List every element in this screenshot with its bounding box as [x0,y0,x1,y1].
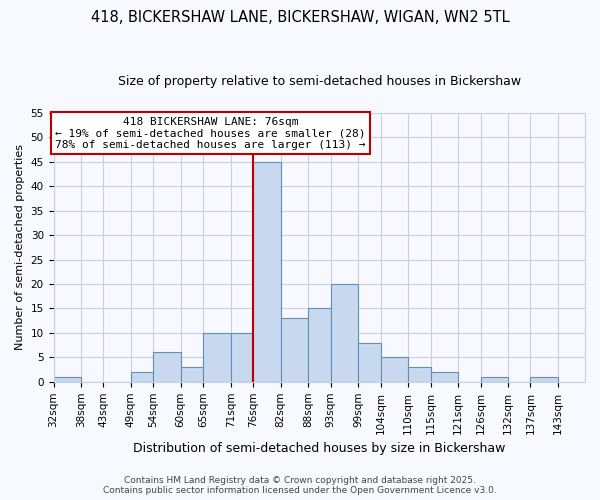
Bar [181,367,203,382]
Text: 418 BICKERSHAW LANE: 76sqm
← 19% of semi-detached houses are smaller (28)
78% of: 418 BICKERSHAW LANE: 76sqm ← 19% of semi… [55,117,365,150]
Bar [408,367,431,382]
Bar [530,377,558,382]
Bar [53,377,81,382]
Bar [253,162,281,382]
Bar [230,333,253,382]
Bar [481,377,508,382]
Bar [281,318,308,382]
Bar [131,372,154,382]
Y-axis label: Number of semi-detached properties: Number of semi-detached properties [15,144,25,350]
Bar [203,333,230,382]
Text: Contains HM Land Registry data © Crown copyright and database right 2025.
Contai: Contains HM Land Registry data © Crown c… [103,476,497,495]
Bar [431,372,458,382]
X-axis label: Distribution of semi-detached houses by size in Bickershaw: Distribution of semi-detached houses by … [133,442,505,455]
Bar [154,352,181,382]
Title: Size of property relative to semi-detached houses in Bickershaw: Size of property relative to semi-detach… [118,75,521,88]
Bar [308,308,331,382]
Bar [358,342,380,382]
Bar [380,358,408,382]
Bar [331,284,358,382]
Text: 418, BICKERSHAW LANE, BICKERSHAW, WIGAN, WN2 5TL: 418, BICKERSHAW LANE, BICKERSHAW, WIGAN,… [91,10,509,25]
